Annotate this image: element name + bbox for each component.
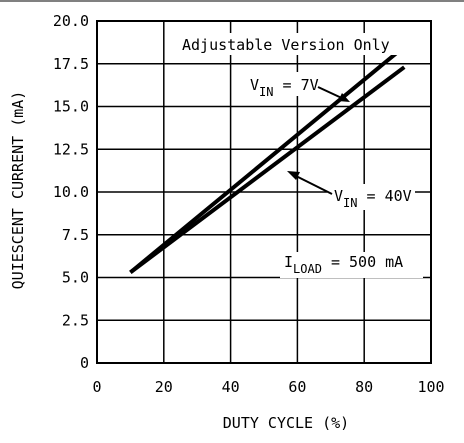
vin40-prefix: V (334, 187, 343, 205)
x-tick-label: 60 (288, 378, 306, 396)
y-tick-label: 12.5 (53, 140, 89, 158)
vin40-arrowhead (287, 171, 300, 180)
iload-subscript: LOAD (293, 262, 322, 276)
series-line-vin-7v (129, 45, 406, 274)
x-tick-label: 0 (92, 378, 101, 396)
x-tick-label: 20 (155, 378, 173, 396)
x-axis-label: DUTY CYCLE (%) (223, 414, 349, 432)
top-note-label: Adjustable Version Only (182, 36, 390, 54)
vin7-arrowhead (338, 93, 350, 102)
top-note-background (176, 33, 409, 55)
plot-frame (96, 20, 432, 364)
x-tick-labels: 0 20 40 60 80 100 (92, 378, 444, 396)
y-tick-label: 10.0 (53, 183, 89, 201)
annotations: Adjustable Version Only VIN = 7V VIN = 4… (176, 33, 423, 278)
iload-prefix: I (284, 253, 293, 271)
y-tick-label: 0 (80, 354, 89, 372)
vin40-subscript: IN (343, 196, 357, 210)
iload-label: ILOAD = 500 mA (284, 253, 403, 276)
vin40-label: VIN = 40V (334, 187, 412, 210)
y-tick-labels: 0 2.5 5.0 7.5 10.0 12.5 15.0 17.5 20.0 (53, 12, 89, 372)
series-line-vin-40v (129, 65, 406, 274)
iload-suffix: = 500 mA (322, 253, 403, 271)
y-tick-label: 15.0 (53, 98, 89, 116)
vin7-subscript: IN (259, 85, 273, 99)
y-tick-label: 2.5 (62, 311, 89, 329)
y-tick-label: 20.0 (53, 12, 89, 30)
vin7-prefix: V (250, 76, 259, 94)
vin40-label-background (327, 184, 415, 210)
series-lines (129, 45, 406, 274)
vin7-label: VIN = 7V (250, 76, 319, 99)
vin7-suffix: = 7V (273, 76, 318, 94)
vin7-label-background (246, 72, 320, 96)
x-tick-label: 80 (355, 378, 373, 396)
iload-label-background (280, 252, 423, 278)
vin40-arrow-line (295, 175, 333, 195)
y-tick-label: 17.5 (53, 55, 89, 73)
y-axis-label: QUIESCENT CURRENT (mA) (9, 91, 27, 290)
y-tick-label: 7.5 (62, 226, 89, 244)
vin40-suffix: = 40V (357, 187, 411, 205)
x-tick-label: 100 (417, 378, 444, 396)
x-tick-label: 40 (222, 378, 240, 396)
y-tick-label: 5.0 (62, 269, 89, 287)
